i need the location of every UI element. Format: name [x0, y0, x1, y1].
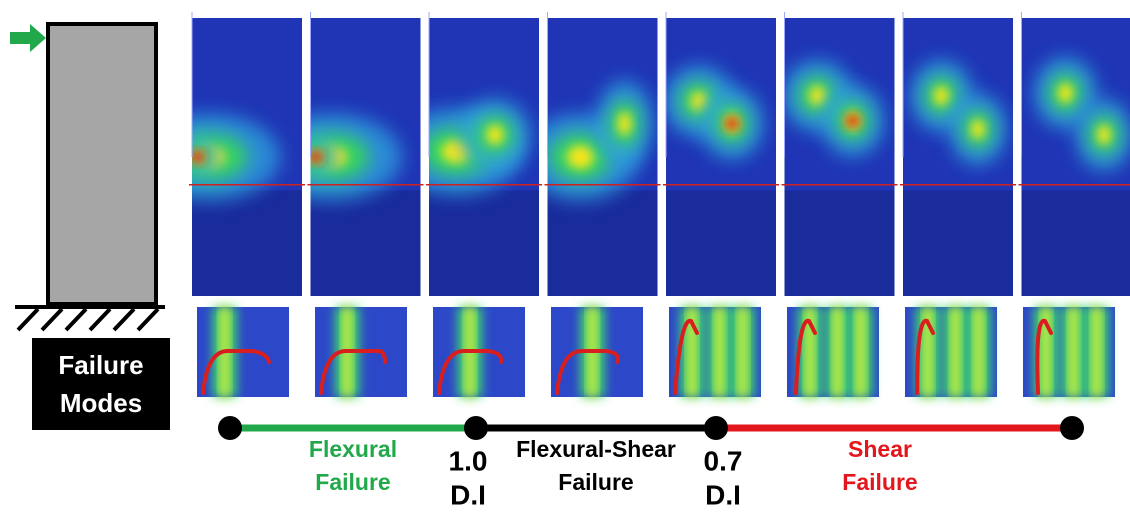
panel-lower [311, 190, 421, 296]
timeline-dot [218, 416, 242, 440]
crack-band-core [975, 307, 983, 397]
panel-lower [548, 190, 658, 296]
ground-hatch [18, 309, 158, 330]
contour-body [782, 18, 895, 296]
threshold-label: D.I [450, 479, 486, 510]
threshold-label: 1.0 [449, 445, 488, 476]
panel-lower [785, 190, 895, 296]
crack-band-core [952, 307, 960, 397]
crack-panel [197, 307, 289, 397]
stress-contour [1019, 12, 1130, 296]
timeline-dot [1060, 416, 1084, 440]
crack-panel [905, 307, 997, 397]
crack-panel [1023, 307, 1115, 397]
crack-panel [315, 307, 407, 397]
hotspot-yellow [1097, 125, 1110, 144]
stress-contour [137, 12, 305, 296]
hotspot-yellow [1058, 83, 1073, 102]
contour-body [903, 18, 1013, 296]
stress-contour [523, 12, 660, 296]
segment-label: Failure [315, 469, 390, 495]
crack-band-core [1093, 307, 1101, 397]
panel-lower [1022, 190, 1130, 296]
hotspot-red [191, 151, 205, 163]
hotspot-yellow [971, 119, 984, 138]
panel-lower [429, 190, 539, 296]
hotspot-red [725, 118, 739, 130]
label-line: Failure [58, 350, 143, 380]
column [48, 24, 156, 304]
stress-contour [782, 12, 898, 296]
crack-band-core [834, 307, 842, 397]
hotspot-yellow [809, 86, 826, 105]
panel-lower [903, 190, 1013, 296]
panel-lower [192, 190, 302, 296]
segment-label: Flexural [309, 436, 397, 462]
stress-contour [663, 12, 779, 296]
contour-body [523, 18, 657, 296]
hotspot-red [309, 151, 323, 163]
crack-band-core [1070, 307, 1078, 397]
segment-label: Flexural-Shear [516, 436, 676, 462]
crack-panel [433, 307, 525, 397]
threshold-label: 0.7 [704, 445, 743, 476]
segment-label: Shear [848, 436, 912, 462]
crack-panel [669, 307, 761, 397]
hotspot-yellow [487, 125, 504, 144]
threshold-label: D.I [705, 479, 741, 510]
hotspot-red [846, 115, 860, 127]
contour-body [663, 18, 776, 296]
crack-band-core [739, 307, 747, 397]
contour-body [137, 18, 302, 296]
timeline-dot [704, 416, 728, 440]
hotspot-yellow [618, 112, 631, 135]
load-arrow [10, 24, 46, 52]
crack-band-core [716, 307, 724, 397]
segment-label: Failure [842, 469, 917, 495]
timeline-dot [464, 416, 488, 440]
crack-panel [551, 307, 643, 397]
contour-body [1022, 18, 1130, 296]
hotspot-yellow [567, 145, 593, 168]
panel-lower [666, 190, 776, 296]
crack-band-core [857, 307, 865, 397]
timeline: Flexural Failure Flexural-Shear Failure … [218, 416, 1084, 510]
column-diagram: Failure Modes [10, 24, 170, 430]
contour-panels [137, 12, 1130, 397]
segment-label: Failure [558, 469, 633, 495]
hotspot-yellow [934, 86, 949, 105]
stress-contour [900, 12, 1016, 296]
label-line: Modes [60, 388, 142, 418]
crack-panel [787, 307, 879, 397]
figure: Failure Modes Flexural Failure Flexural-… [0, 0, 1130, 514]
